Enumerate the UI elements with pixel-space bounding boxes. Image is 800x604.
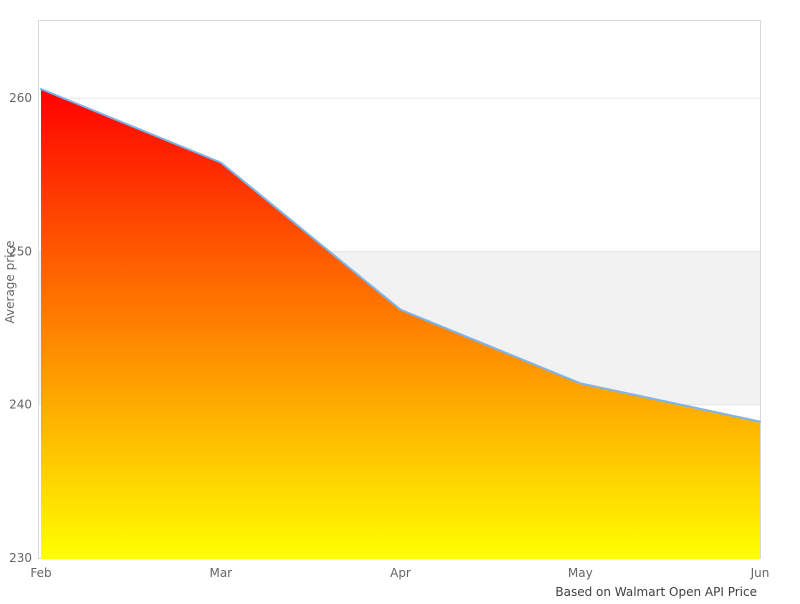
axis-label-layer: 230 240 250 260 Feb Mar Apr May Jun <box>9 91 769 580</box>
y-tick-label-260: 260 <box>9 91 32 105</box>
y-axis-title: Average price <box>3 241 17 324</box>
series-layer <box>40 88 761 559</box>
x-tick-label-mar: Mar <box>209 566 232 580</box>
series-line <box>40 88 761 423</box>
x-tick-label-feb: Feb <box>30 566 51 580</box>
x-tick-label-may: May <box>568 566 593 580</box>
chart-caption: Based on Walmart Open API Price <box>555 585 757 599</box>
y-tick-label-230: 230 <box>9 551 32 565</box>
area-series <box>41 89 760 559</box>
y-tick-label-240: 240 <box>9 398 32 412</box>
y-tick-label-250: 250 <box>9 244 32 258</box>
x-tick-label-apr: Apr <box>390 566 411 580</box>
x-tick-label-jun: Jun <box>750 566 770 580</box>
